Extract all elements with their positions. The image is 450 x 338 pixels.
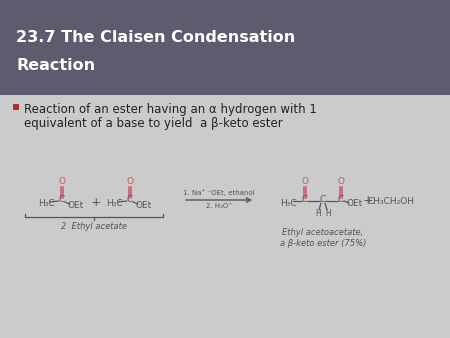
Text: O: O <box>338 177 345 187</box>
Text: C: C <box>338 195 344 204</box>
Text: H₃C: H₃C <box>280 198 296 208</box>
Text: 2. H₃O⁺: 2. H₃O⁺ <box>206 203 232 209</box>
Text: OEt: OEt <box>136 201 152 211</box>
Bar <box>0 95 450 338</box>
Text: +: + <box>91 195 101 209</box>
Text: 2  Ethyl acetate: 2 Ethyl acetate <box>61 222 127 231</box>
Text: Reaction: Reaction <box>16 58 95 73</box>
Text: 1. Na⁺ ⁻OEt, ethanol: 1. Na⁺ ⁻OEt, ethanol <box>183 190 255 196</box>
Text: OEt: OEt <box>347 199 363 209</box>
Text: O: O <box>126 177 134 187</box>
Text: H₃C: H₃C <box>38 199 54 209</box>
Text: equivalent of a base to yield  a β-keto ester: equivalent of a base to yield a β-keto e… <box>24 117 283 130</box>
Bar <box>0 0 450 95</box>
Text: H₃C: H₃C <box>106 199 122 209</box>
Text: CH₃CH₂OH: CH₃CH₂OH <box>368 196 414 206</box>
Text: H: H <box>325 209 331 217</box>
Text: a β-keto ester (75%): a β-keto ester (75%) <box>280 239 366 248</box>
Text: Ethyl acetoacetate,: Ethyl acetoacetate, <box>283 228 364 237</box>
Text: 23.7 The Claisen Condensation: 23.7 The Claisen Condensation <box>16 30 295 45</box>
Text: C: C <box>127 195 133 204</box>
Text: C: C <box>59 195 65 204</box>
Text: +: + <box>363 194 374 208</box>
Text: Reaction of an ester having an α hydrogen with 1: Reaction of an ester having an α hydroge… <box>24 103 317 116</box>
Text: OEt: OEt <box>68 201 84 211</box>
Bar <box>13 104 19 110</box>
Text: H: H <box>315 209 321 217</box>
Text: O: O <box>302 177 309 187</box>
Text: O: O <box>58 177 66 187</box>
Text: C: C <box>302 195 308 204</box>
Text: C: C <box>320 195 326 204</box>
